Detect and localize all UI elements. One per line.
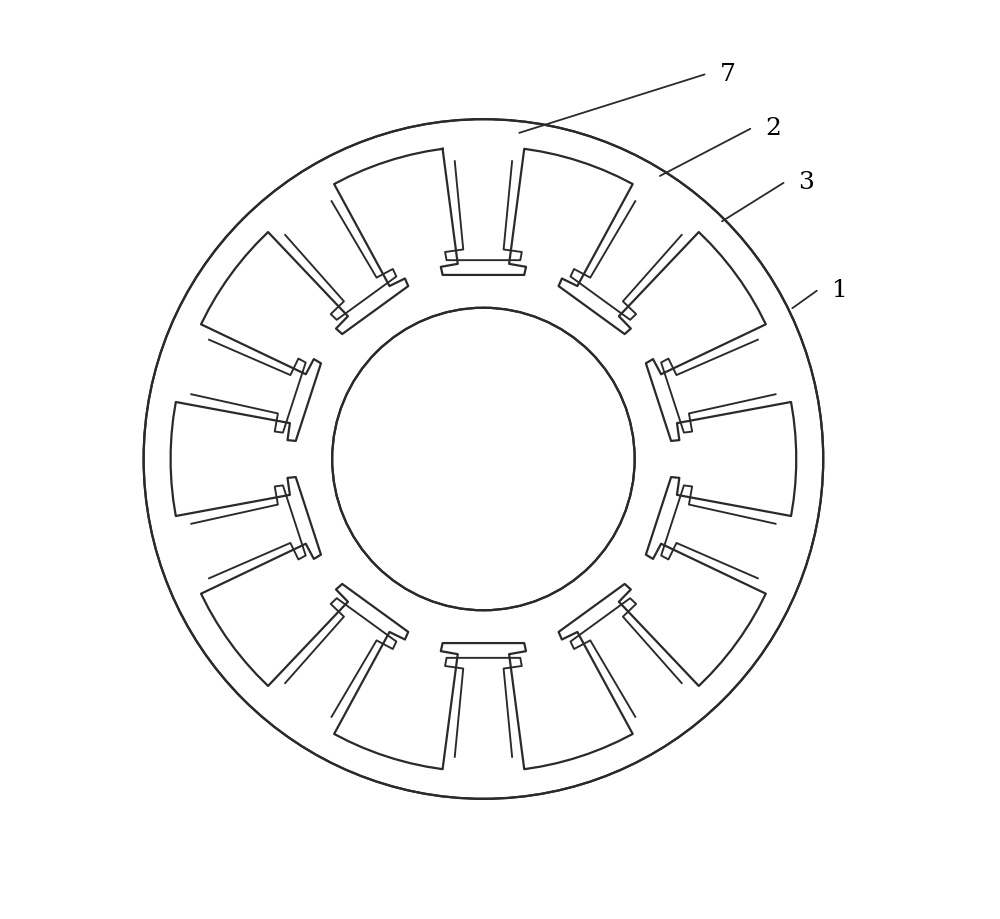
Circle shape <box>332 309 635 610</box>
Text: 2: 2 <box>765 117 781 140</box>
Text: 1: 1 <box>832 278 847 301</box>
Text: 7: 7 <box>720 63 736 86</box>
Text: 3: 3 <box>798 171 814 194</box>
